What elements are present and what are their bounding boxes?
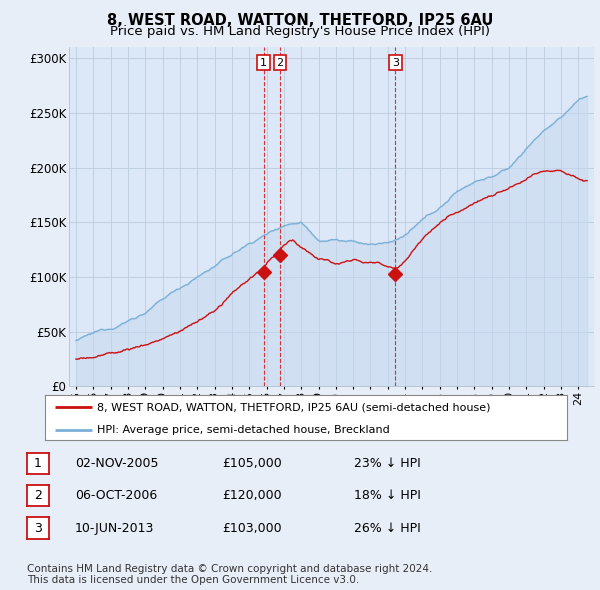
Text: HPI: Average price, semi-detached house, Breckland: HPI: Average price, semi-detached house,…: [97, 425, 390, 435]
Text: 1: 1: [34, 457, 42, 470]
Text: Price paid vs. HM Land Registry's House Price Index (HPI): Price paid vs. HM Land Registry's House …: [110, 25, 490, 38]
Text: 8, WEST ROAD, WATTON, THETFORD, IP25 6AU (semi-detached house): 8, WEST ROAD, WATTON, THETFORD, IP25 6AU…: [97, 402, 491, 412]
Text: £120,000: £120,000: [222, 489, 281, 502]
Text: 3: 3: [392, 57, 399, 67]
Text: 23% ↓ HPI: 23% ↓ HPI: [354, 457, 421, 470]
Text: 3: 3: [34, 522, 42, 535]
Text: 26% ↓ HPI: 26% ↓ HPI: [354, 522, 421, 535]
Text: £105,000: £105,000: [222, 457, 282, 470]
Text: Contains HM Land Registry data © Crown copyright and database right 2024.
This d: Contains HM Land Registry data © Crown c…: [27, 563, 433, 585]
Text: 10-JUN-2013: 10-JUN-2013: [75, 522, 154, 535]
Text: 8, WEST ROAD, WATTON, THETFORD, IP25 6AU: 8, WEST ROAD, WATTON, THETFORD, IP25 6AU: [107, 13, 493, 28]
Text: 02-NOV-2005: 02-NOV-2005: [75, 457, 158, 470]
Text: 2: 2: [34, 489, 42, 502]
Text: £103,000: £103,000: [222, 522, 281, 535]
Text: 06-OCT-2006: 06-OCT-2006: [75, 489, 157, 502]
Text: 1: 1: [260, 57, 267, 67]
Text: 18% ↓ HPI: 18% ↓ HPI: [354, 489, 421, 502]
Text: 2: 2: [277, 57, 283, 67]
